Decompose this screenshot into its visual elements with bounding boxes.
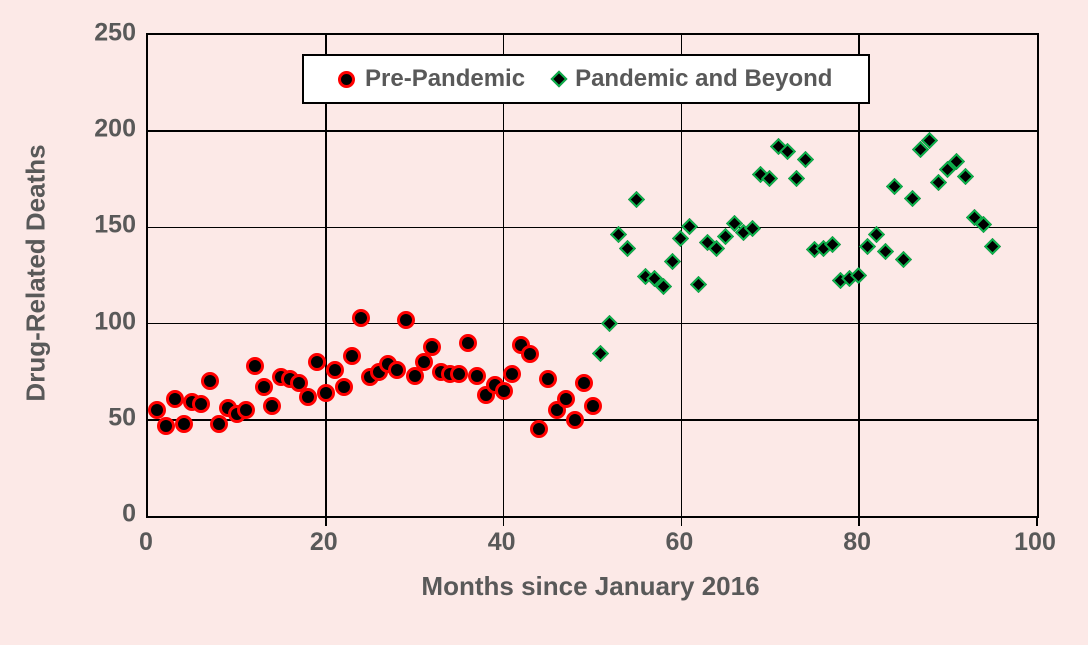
vertical-gridline [325, 35, 327, 516]
data-point-pandemic-and-beyond [796, 151, 814, 169]
data-point-pandemic-and-beyond [885, 177, 903, 195]
y-tick-label: 250 [94, 18, 136, 47]
data-point-pre-pandemic [565, 410, 584, 429]
x-tick-label: 40 [487, 528, 516, 556]
data-point-pandemic-and-beyond [876, 243, 894, 261]
data-point-pre-pandemic [405, 366, 424, 385]
data-point-pre-pandemic [494, 381, 513, 400]
data-point-pre-pandemic [254, 378, 273, 397]
x-axis-tick [858, 518, 860, 526]
data-point-pre-pandemic [583, 397, 602, 416]
data-point-pre-pandemic [165, 389, 184, 408]
data-point-pandemic-and-beyond [592, 345, 610, 363]
x-tick-label: 60 [665, 528, 694, 556]
data-point-pre-pandemic [236, 401, 255, 420]
plot-area [146, 33, 1039, 526]
data-point-pandemic-and-beyond [610, 226, 628, 244]
legend-item-pre-pandemic: Pre-Pandemic [338, 65, 525, 93]
x-axis-tick [1036, 518, 1038, 526]
horizontal-gridline [148, 419, 1037, 421]
data-point-pandemic-and-beyond [787, 170, 805, 188]
data-point-pandemic-and-beyond [983, 237, 1001, 255]
legend-label: Pandemic and Beyond [575, 65, 833, 92]
data-point-pre-pandemic [423, 337, 442, 356]
x-tick-label: 20 [309, 528, 338, 556]
data-point-pre-pandemic [503, 364, 522, 383]
y-tick-label: 150 [94, 210, 136, 239]
data-point-pre-pandemic [467, 366, 486, 385]
x-tick-label: 80 [843, 528, 872, 556]
y-tick-label: 50 [108, 403, 136, 432]
chart-legend: Pre-Pandemic Pandemic and Beyond [302, 54, 870, 104]
data-point-pre-pandemic [316, 383, 335, 402]
legend-item-pandemic-and-beyond: Pandemic and Beyond [550, 65, 833, 93]
data-point-pandemic-and-beyond [619, 239, 637, 257]
data-point-pandemic-and-beyond [903, 189, 921, 207]
data-point-pre-pandemic [174, 414, 193, 433]
data-point-pre-pandemic [334, 378, 353, 397]
data-point-pre-pandemic [343, 347, 362, 366]
data-point-pandemic-and-beyond [956, 168, 974, 186]
data-point-pre-pandemic [530, 420, 549, 439]
vertical-gridline [680, 35, 683, 516]
data-point-pre-pandemic [450, 364, 469, 383]
data-point-pre-pandemic [299, 387, 318, 406]
data-point-pre-pandemic [263, 397, 282, 416]
x-axis-tick [680, 518, 683, 526]
data-point-pre-pandemic [352, 308, 371, 327]
vertical-gridline [502, 35, 505, 516]
data-point-pre-pandemic [201, 372, 220, 391]
data-point-pre-pandemic [307, 353, 326, 372]
x-tick-label: 100 [1014, 528, 1056, 556]
data-point-pandemic-and-beyond [601, 314, 619, 332]
horizontal-gridline [148, 226, 1037, 229]
x-axis-title: Months since January 2016 [421, 571, 760, 601]
data-point-pre-pandemic [396, 310, 415, 329]
data-point-pre-pandemic [414, 353, 433, 372]
data-point-pre-pandemic [459, 333, 478, 352]
x-axis-tick [325, 518, 327, 526]
data-point-pre-pandemic [325, 360, 344, 379]
data-point-pandemic-and-beyond [690, 276, 708, 294]
pre-pandemic-circle-icon [338, 70, 355, 88]
y-tick-label: 0 [122, 499, 136, 528]
x-axis-tick [502, 518, 505, 526]
pandemic-diamond-icon [550, 70, 568, 88]
data-point-pre-pandemic [245, 356, 264, 375]
data-point-pre-pandemic [156, 416, 175, 435]
data-point-pre-pandemic [556, 389, 575, 408]
data-point-pre-pandemic [147, 401, 166, 420]
horizontal-gridline [148, 130, 1037, 132]
data-point-pandemic-and-beyond [663, 253, 681, 271]
x-tick-label: 0 [139, 528, 153, 556]
data-point-pre-pandemic [539, 370, 558, 389]
data-point-pre-pandemic [210, 414, 229, 433]
data-point-pre-pandemic [192, 395, 211, 414]
data-point-pre-pandemic [521, 345, 540, 364]
y-tick-label: 200 [94, 114, 136, 143]
legend-label: Pre-Pandemic [365, 65, 526, 92]
y-axis-title: Drug-Related Deaths [20, 144, 51, 402]
data-point-pre-pandemic [574, 374, 593, 393]
data-point-pre-pandemic [387, 360, 406, 379]
y-tick-label: 100 [94, 307, 136, 336]
data-point-pandemic-and-beyond [930, 174, 948, 192]
data-point-pandemic-and-beyond [894, 251, 912, 269]
horizontal-gridline [148, 322, 1037, 325]
data-point-pandemic-and-beyond [627, 191, 645, 209]
